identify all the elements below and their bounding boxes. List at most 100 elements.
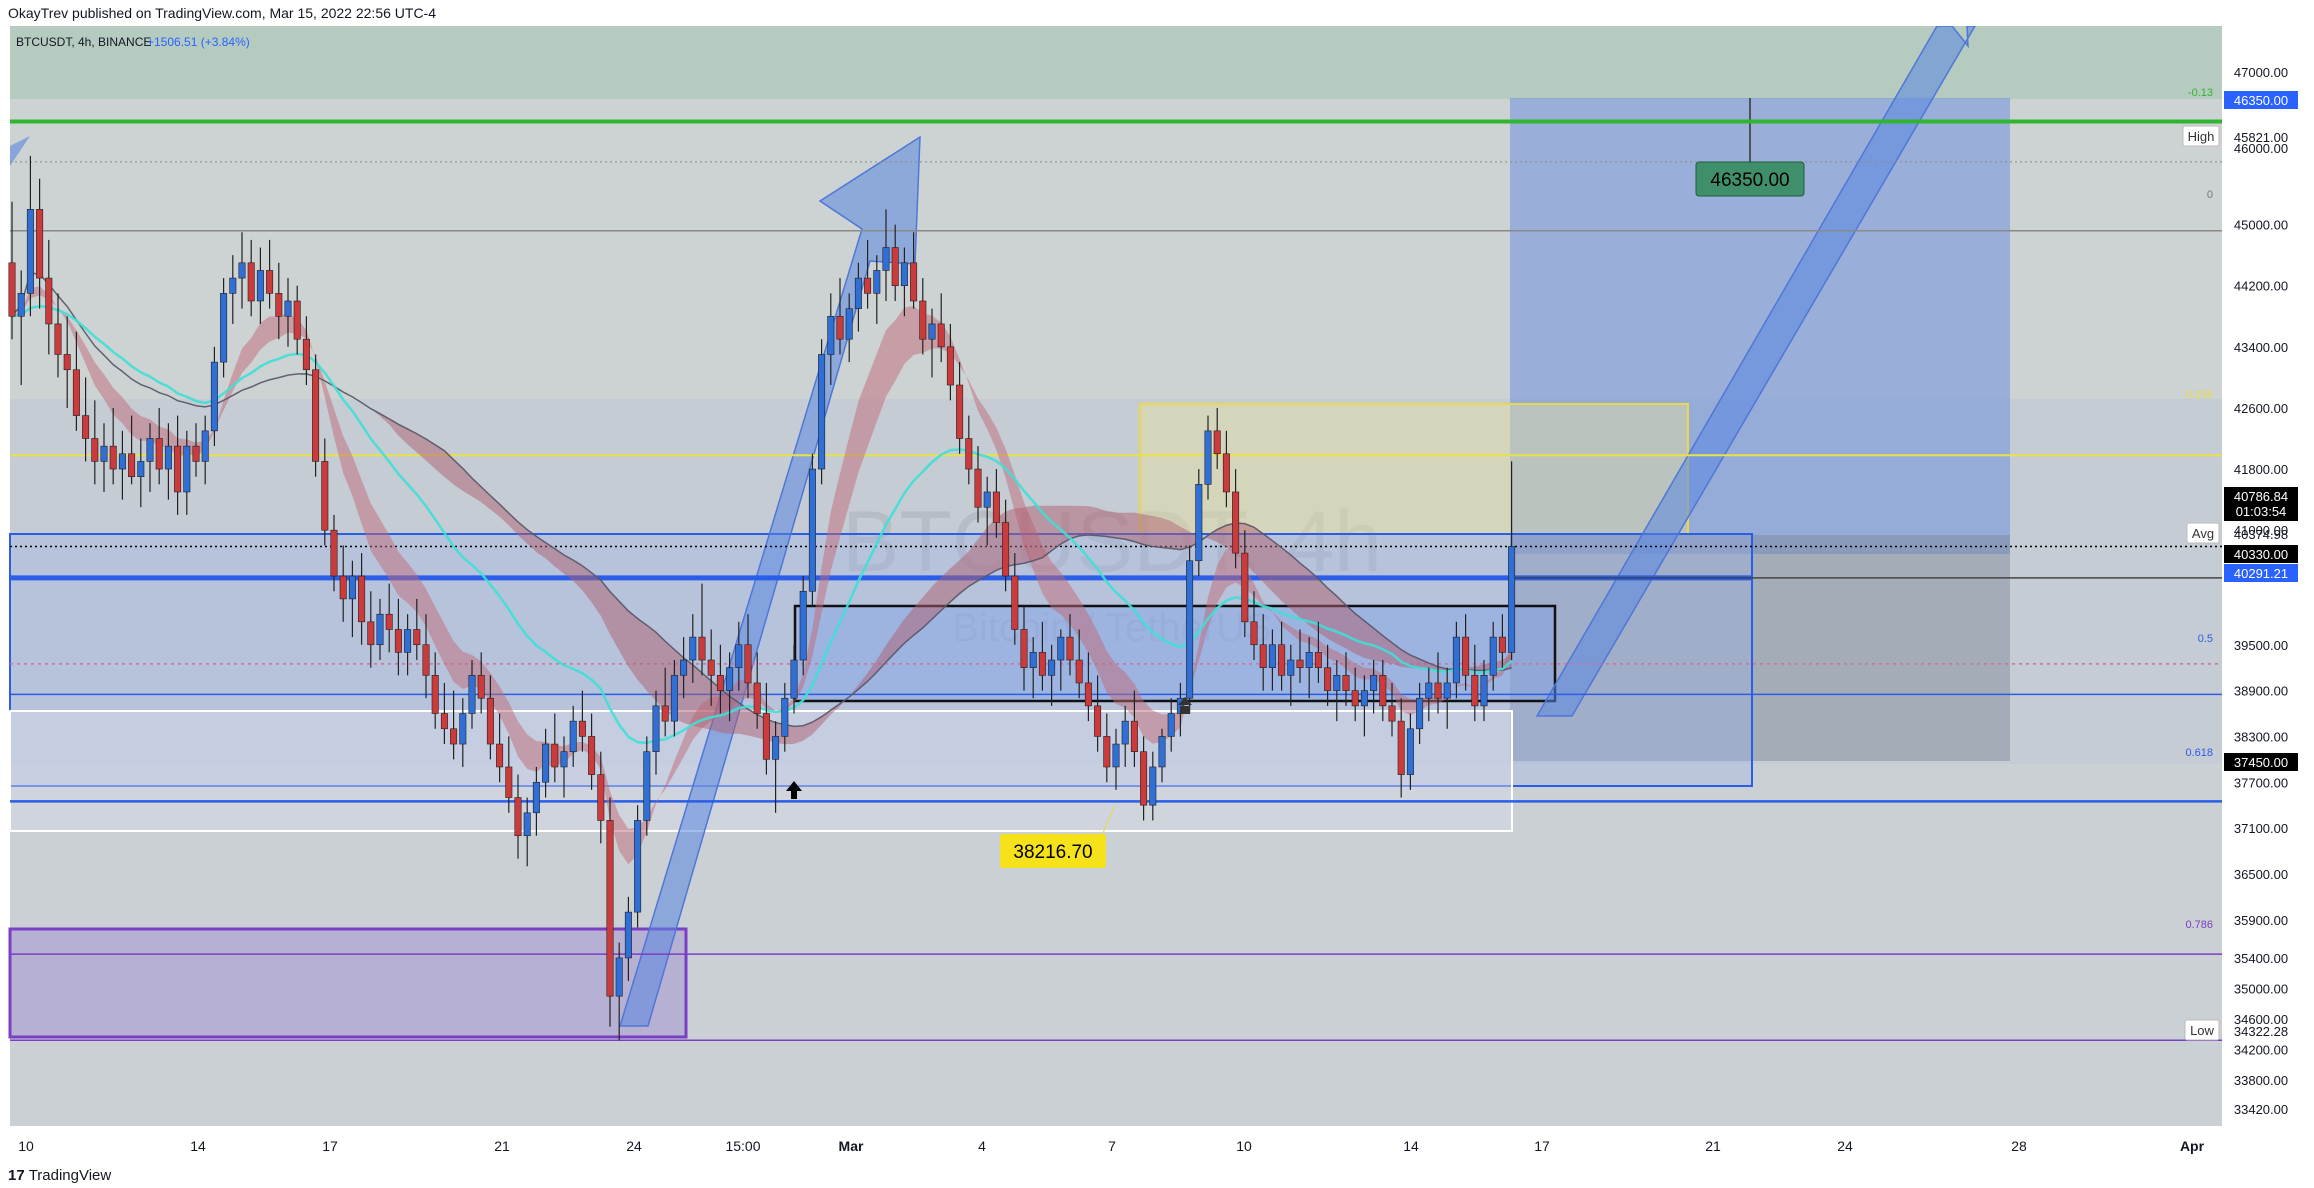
- candle-body: [1167, 713, 1175, 737]
- candle-body: [1204, 430, 1212, 485]
- candle-body: [330, 529, 338, 577]
- time-axis[interactable]: 10 14 17 21 24 15:00 Mar 4 7 10 14 17 21 24 28 Apr: [18, 1138, 2204, 1154]
- candle-body: [854, 277, 862, 309]
- candle-body: [1508, 546, 1516, 653]
- candle-body: [128, 453, 136, 477]
- candle-body: [1112, 743, 1120, 768]
- candle-body: [1140, 751, 1148, 806]
- candle-body: [1075, 659, 1083, 684]
- price-tick-label: 36500.00: [2234, 867, 2288, 882]
- candle-body: [735, 644, 743, 668]
- level-40291-label: [2224, 564, 2298, 582]
- candle-body: [1250, 621, 1258, 646]
- candle-body: [1084, 682, 1092, 707]
- fib-labels: -0.13 0 0.236 0.5 0.618 0.786: [2185, 87, 2213, 931]
- level-40291-text: 40291.21: [2234, 566, 2288, 581]
- candle-body: [293, 300, 301, 340]
- candle-body: [615, 957, 623, 997]
- price-axis[interactable]: 33420.00 33800.00 34200.00 34600.00 35000.00…: [2234, 65, 2288, 1117]
- candle-body: [302, 338, 310, 371]
- candle-body: [1287, 659, 1295, 676]
- annotation-target-box: [1695, 161, 1805, 197]
- projection-arrow-1: [618, 135, 921, 1027]
- time-tick-label: 21: [494, 1138, 510, 1154]
- target-price-text: 46350.00: [2234, 93, 2288, 108]
- candle-body: [670, 675, 678, 722]
- candle-body: [266, 270, 274, 294]
- candle-body: [983, 491, 991, 508]
- price-tick-label: 47000.00: [2234, 65, 2288, 80]
- candle-body: [588, 736, 596, 775]
- candle-body: [661, 705, 669, 722]
- tv-logo-text: TradingView: [28, 1167, 112, 1184]
- current-price-label: [2224, 487, 2298, 521]
- time-tick-label: 17: [322, 1138, 338, 1154]
- price-tick-label: 43400.00: [2234, 340, 2288, 355]
- small-square-marker: [1180, 706, 1190, 714]
- legend-symbol: BTCUSDT, 4h, BINANCE: [16, 35, 151, 49]
- candle-body: [790, 659, 798, 699]
- candle-body: [36, 209, 44, 279]
- time-tick-label: 17: [1534, 1138, 1550, 1154]
- candle-body: [1020, 629, 1028, 668]
- candle-body: [1057, 636, 1065, 661]
- candle-body: [54, 323, 62, 355]
- avg-tag: [2186, 522, 2220, 544]
- candle-body: [900, 262, 908, 287]
- candle-body: [818, 354, 826, 470]
- candle-body: [164, 445, 172, 470]
- fib-label-0786: 0.786: [2185, 919, 2213, 931]
- candle-body: [569, 720, 577, 752]
- candle-body: [146, 438, 154, 462]
- candle-body: [1121, 720, 1129, 745]
- candle-body: [422, 644, 430, 676]
- candle-body: [1305, 652, 1313, 668]
- candle-body: [882, 247, 890, 271]
- time-tick-label: 14: [190, 1138, 206, 1154]
- high-price-text: 45821.00: [2234, 130, 2288, 145]
- candle-body: [8, 262, 16, 317]
- candle-body: [385, 613, 393, 630]
- candle-body: [928, 323, 936, 340]
- candle-body: [1462, 636, 1470, 676]
- candle-body: [707, 659, 715, 676]
- candle-body: [716, 675, 724, 691]
- candle-body: [486, 697, 494, 745]
- left-edge: [0, 26, 10, 1126]
- top-bar: OkayTrev published on TradingView.com, M…: [0, 0, 2314, 26]
- price-chart[interactable]: BTCUSDT, 4h Bitcoin / TetherUS 38216.70 …: [0, 26, 2314, 1160]
- candle-body: [45, 277, 53, 325]
- candle-body: [919, 300, 927, 340]
- tradingview-logo[interactable]: 17 TradingView: [8, 1167, 111, 1184]
- right-axis-background: [2222, 26, 2314, 1160]
- candle-body: [394, 629, 402, 653]
- candle-body: [155, 438, 163, 470]
- candle-body: [468, 675, 476, 714]
- candle-body: [698, 636, 706, 661]
- candle-body: [1416, 697, 1424, 730]
- cyan-ema-line: [11, 304, 1513, 745]
- candle-body: [82, 415, 90, 439]
- price-tick-label: 35900.00: [2234, 913, 2288, 928]
- low-tag: [2184, 1019, 2220, 1041]
- candle-body: [744, 644, 752, 684]
- candle-body: [1379, 675, 1387, 707]
- high-tag-text: High: [2188, 129, 2215, 144]
- candle-body: [680, 659, 688, 676]
- candle-body: [1434, 682, 1442, 699]
- fib-label-0236: 0.236: [2185, 389, 2213, 401]
- price-tick-label: 39500.00: [2234, 638, 2288, 653]
- time-tick-label: Mar: [839, 1138, 864, 1154]
- candle-body: [100, 445, 108, 462]
- candle-body: [1370, 675, 1378, 691]
- moving-averages: [11, 272, 1513, 865]
- candle-body: [634, 820, 642, 913]
- candle-body: [1011, 575, 1019, 630]
- time-tick-label: 28: [2011, 1138, 2027, 1154]
- time-tick-label: 10: [1236, 1138, 1252, 1154]
- candle-body: [864, 277, 872, 294]
- price-tick-label: 46000.00: [2234, 141, 2288, 156]
- small-up-marker: [1178, 697, 1192, 705]
- candle-body: [413, 629, 421, 646]
- candle-body: [1066, 636, 1074, 661]
